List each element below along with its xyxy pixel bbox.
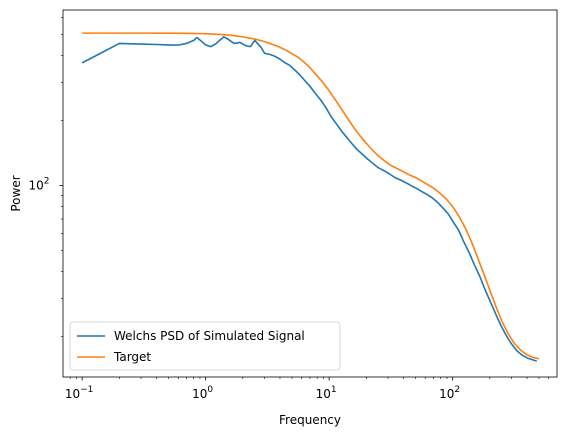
legend-label: Welchs PSD of Simulated Signal (114, 329, 305, 343)
y-axis-label: Power (9, 175, 23, 211)
legend-label: Target (113, 350, 151, 364)
x-axis-label: Frequency (279, 413, 341, 427)
legend: Welchs PSD of Simulated Signal Target (70, 322, 340, 370)
